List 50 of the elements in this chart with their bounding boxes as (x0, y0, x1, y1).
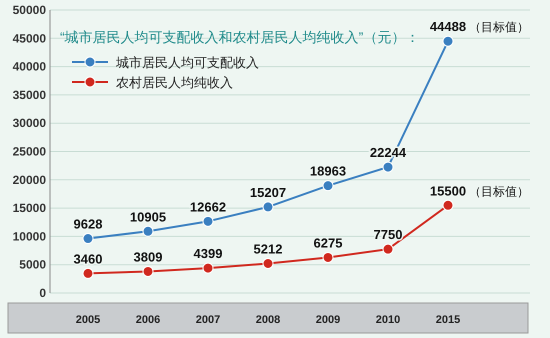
y-tick-label: 25000 (12, 144, 46, 158)
point (382, 162, 394, 173)
legend-label: 城市居民人均可支配收入 (115, 55, 259, 70)
y-tick-label: 45000 (12, 31, 46, 46)
data-label: 3460 (74, 251, 102, 266)
point (442, 36, 454, 47)
text: “城市居民人均可支配收入和农村居民人均纯收入”（元）： (60, 29, 420, 45)
x-tick-label: 2005 (76, 314, 100, 326)
point (142, 226, 154, 237)
y-tick-label: 10000 (12, 229, 46, 244)
y-tick-label: 35000 (12, 88, 46, 102)
y-tick-label: 0 (39, 286, 46, 300)
point (142, 266, 154, 277)
data-label: 18963 (310, 164, 346, 179)
point (202, 262, 214, 274)
data-label: 4399 (194, 246, 222, 262)
annotation: （目标值） (469, 20, 529, 34)
point (322, 252, 334, 263)
point (262, 258, 274, 269)
point (322, 180, 334, 192)
data-label: 15500 (430, 183, 466, 198)
data-label: 3809 (134, 249, 162, 264)
data-label: 9628 (74, 216, 102, 232)
x-tick-label: 2008 (256, 314, 280, 326)
x-tick-label: 2009 (316, 314, 340, 326)
x-tick-label: 2015 (436, 314, 460, 326)
point (442, 200, 454, 211)
point (202, 216, 214, 227)
point (262, 201, 274, 212)
data-label: 5212 (254, 242, 282, 256)
y-tick-label: 15000 (12, 201, 46, 216)
point (82, 268, 94, 279)
data-label: 6275 (314, 235, 342, 250)
data-label: 12662 (190, 199, 226, 214)
x-tick-label: 2006 (136, 314, 160, 326)
y-tick-label: 40000 (12, 60, 46, 74)
x-tick-label: 2010 (376, 314, 400, 326)
point (382, 244, 394, 255)
x-tick-label: 2007 (196, 314, 220, 326)
y-tick-label: 50000 (12, 3, 46, 17)
data-label: 7750 (374, 227, 402, 242)
annotation: （目标值） (469, 184, 529, 198)
y-tick-label: 20000 (12, 172, 46, 187)
point (82, 233, 94, 244)
data-label: 15207 (250, 184, 286, 200)
y-tick-label: 5000 (19, 258, 46, 272)
data-label: 44488 (430, 19, 466, 34)
y-tick-label: 30000 (12, 116, 46, 130)
data-label: 10905 (130, 209, 166, 224)
legend-label: 农村居民人均纯收入 (116, 75, 233, 90)
